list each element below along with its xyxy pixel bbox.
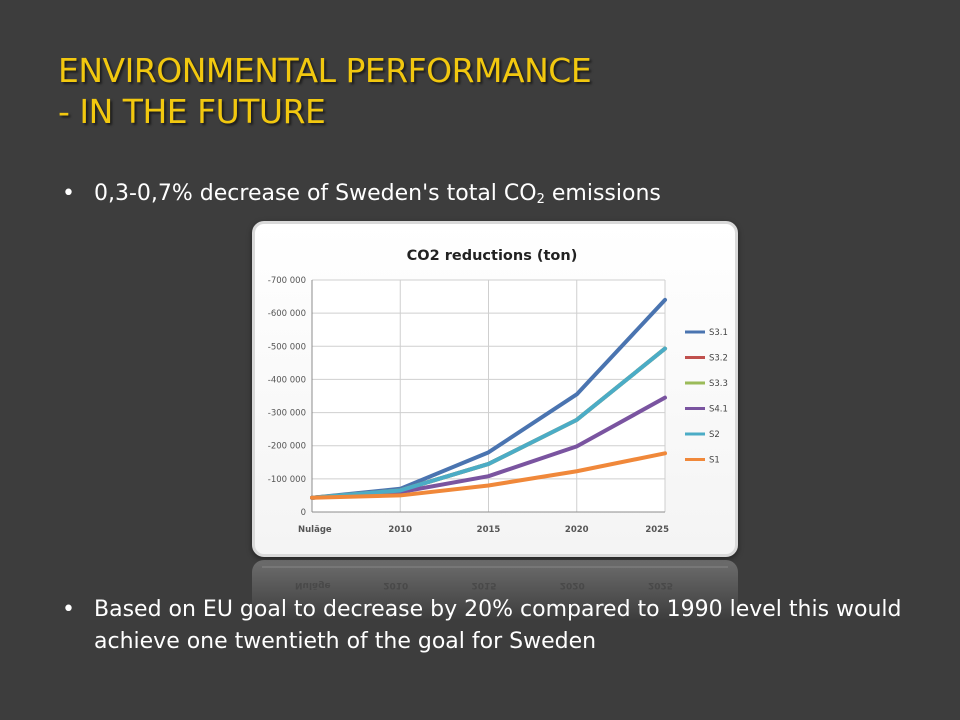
x-tick-label: 2025 [645, 525, 669, 535]
bullet-glyph: • [62, 181, 75, 206]
x-tick-label: Nuläge [298, 525, 332, 535]
reflection-tick-label: 2015 [471, 580, 497, 590]
legend-label: S4.1 [709, 405, 728, 415]
bullet-text-subscript: 2 [536, 192, 545, 207]
legend-label: S1 [709, 456, 720, 466]
reflection-tick-label: 2010 [383, 580, 409, 590]
bullet-text-tail: emissions [544, 181, 661, 206]
legend-label: S3.2 [709, 354, 728, 364]
bullet-text-main: 0,3-0,7% decrease of Sweden's total CO [94, 181, 537, 206]
y-tick-label: 0 [301, 508, 306, 518]
y-tick-label: -200 000 [268, 442, 306, 452]
reflection-axis [262, 566, 728, 568]
x-tick-label: 2010 [388, 525, 412, 535]
x-tick-label: 2020 [565, 525, 589, 535]
reflection-tick-label: 2020 [559, 580, 585, 590]
y-tick-label: -600 000 [268, 309, 306, 319]
y-tick-label: -100 000 [268, 475, 306, 485]
chart-title: CO2 reductions (ton) [407, 248, 578, 264]
y-tick-label: -300 000 [268, 409, 306, 419]
reflection-tick-label: 2025 [648, 580, 674, 590]
series-line-S2 [310, 346, 667, 500]
co2-line-chart: CO2 reductions (ton) 0 -100 000 -200 000 -3… [268, 248, 728, 535]
y-tick-label: -500 000 [268, 342, 306, 352]
legend-label: S3.3 [709, 379, 728, 389]
chart-card: CO2 reductions (ton) 0 -100 000 -200 000 -3… [252, 221, 738, 557]
legend-label: S2 [709, 430, 720, 440]
y-tick-label: -400 000 [268, 375, 306, 385]
bullet-glyph: • [62, 597, 75, 622]
bullet-text: Based on EU goal to decrease by 20% comp… [94, 597, 902, 654]
series-line-S1 [310, 451, 667, 500]
bullet-text: 0,3-0,7% decrease of Sweden's total CO2 … [94, 178, 914, 210]
x-tick-label: 2015 [477, 525, 501, 535]
y-tick-label: -700 000 [268, 276, 306, 286]
title-line-1: ENVIRONMENTAL PERFORMANCE [58, 51, 592, 90]
legend-label: S3.1 [709, 328, 728, 338]
reflection-tick-label: Nuläge [295, 580, 331, 590]
chart-reflection: Nuläge 2010 2015 2020 2025 [252, 560, 738, 620]
slide-title: ENVIRONMENTAL PERFORMANCE - IN THE FUTUR… [58, 50, 918, 132]
title-line-2: - IN THE FUTURE [58, 92, 326, 131]
reflection-ticks: Nuläge 2010 2015 2020 2025 [252, 574, 738, 590]
